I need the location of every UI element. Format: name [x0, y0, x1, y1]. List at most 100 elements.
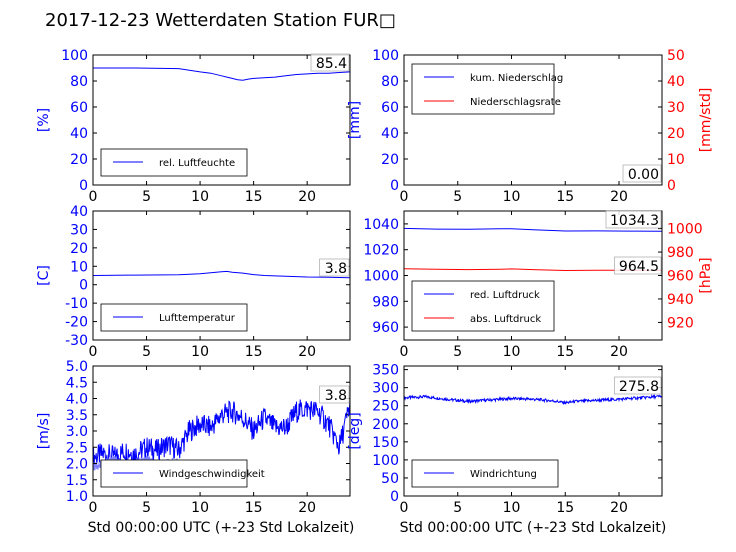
x-tick-label: 10: [503, 189, 521, 205]
x-axis-label-right: Std 00:00:00 UTC (+-23 Std Lokalzeit): [400, 520, 667, 536]
y-tick-label: -30: [65, 333, 88, 349]
value-annotation: 275.8: [619, 379, 659, 395]
x-tick-label: 15: [556, 500, 574, 516]
value-annotation: 0.00: [628, 167, 659, 183]
y-tick-label: 10: [70, 259, 88, 275]
x-axis-label-left: Std 00:00:00 UTC (+-23 Std Lokalzeit): [88, 520, 355, 536]
y-tick-label: 40: [381, 126, 399, 142]
y2-tick-label: 40: [667, 74, 685, 90]
y2-tick-label: 10: [667, 152, 685, 168]
y-tick-label: 20: [70, 152, 88, 168]
legend-precip: [411, 63, 555, 115]
panel-precip: 0 5 10 15 20 0 20 40 60 80 100 0 10 20 30 40 50 [mm] [mm/s…: [347, 48, 714, 205]
x-tick-label: 20: [298, 189, 316, 205]
x-tick-label: 10: [191, 500, 209, 516]
y-tick-label: 0: [79, 178, 88, 194]
plot-frame-temperature: [92, 210, 351, 341]
x-tick-label: 0: [89, 344, 98, 360]
y-tick-label: 20: [381, 152, 399, 168]
series-line-pressure-0: [403, 227, 663, 232]
y-tick-label: -10: [65, 296, 88, 312]
x-tick-label: 10: [191, 344, 209, 360]
y-tick-label: -20: [65, 315, 88, 331]
y-tick-label: 100: [61, 48, 88, 64]
y-tick-label: 80: [70, 74, 88, 90]
x-tick-label: 5: [453, 500, 462, 516]
x-tick-label: 15: [556, 189, 574, 205]
y-tick-label: 80: [381, 74, 399, 90]
value-annotation-box: [310, 53, 350, 72]
x-tick-label: 10: [191, 189, 209, 205]
value-annotation: 85.4: [316, 56, 347, 72]
legend-entry: rel. Luftfeuchte: [159, 158, 235, 169]
y2-axis-label-precip: [mm/std]: [698, 88, 714, 153]
plot-frame-precip: [403, 54, 663, 186]
y-tick-label: 960: [372, 320, 399, 336]
x-tick-label: 10: [503, 344, 521, 360]
y-axis-label-winddir: [deg]: [347, 412, 363, 449]
y-tick-label: 1040: [363, 217, 399, 233]
y-tick-label: 0: [390, 178, 399, 194]
y2-tick-label: 1000: [667, 222, 703, 238]
y2-tick-label: 20: [667, 126, 685, 142]
x-tick-label: 20: [298, 500, 316, 516]
y-tick-label: 980: [372, 294, 399, 310]
y-tick-label: 2.0: [66, 457, 88, 473]
panel-winddir: 0 5 10 15 20050100150200250300350[deg]275.8W…: [347, 363, 663, 516]
y-tick-label: 100: [372, 453, 399, 469]
y-axis-label-windspeed: [m/s]: [36, 413, 52, 450]
series-line-windspeed-0: [92, 399, 351, 469]
y-axis-label-precip: [mm]: [347, 101, 363, 139]
x-tick-label: 0: [89, 189, 98, 205]
legend-pressure: [411, 280, 555, 332]
y-axis-label-humidity: [%]: [36, 108, 52, 132]
value-annotation: 3.8: [325, 261, 347, 277]
y2-tick-label: 920: [667, 315, 694, 331]
x-tick-label: 5: [142, 500, 151, 516]
legend-entry: Lufttemperatur: [159, 313, 236, 324]
x-tick-label: 15: [556, 344, 574, 360]
y-tick-label: 3.5: [66, 408, 88, 424]
x-tick-label: 5: [453, 189, 462, 205]
legend-entry: abs. Luftdruck: [470, 314, 541, 325]
series-line-temperature-0: [92, 270, 351, 279]
y-tick-label: 2.5: [66, 440, 88, 456]
x-tick-label: 15: [245, 344, 263, 360]
y-tick-label: 20: [70, 241, 88, 257]
figure-title: 2017-12-23 Wetterdaten Station FUR□: [45, 10, 396, 31]
x-tick-label: 20: [610, 344, 628, 360]
x-tick-label: 5: [453, 344, 462, 360]
y-tick-label: 40: [70, 204, 88, 220]
x-tick-label: 20: [610, 189, 628, 205]
x-tick-label: 15: [245, 189, 263, 205]
x-tick-label: 20: [298, 344, 316, 360]
y-tick-label: 60: [70, 100, 88, 116]
y2-tick-label: 0: [667, 178, 676, 194]
y-tick-label: 200: [372, 417, 399, 433]
value-annotation-box: [614, 376, 662, 395]
y-tick-label: 4.5: [66, 375, 88, 391]
y-tick-label: 0: [79, 278, 88, 294]
legend-entry: red. Luftdruck: [470, 290, 540, 301]
x-tick-label: 0: [400, 500, 409, 516]
plot-frame-humidity: [92, 54, 351, 186]
y-tick-label: 1020: [363, 243, 399, 259]
value-annotation-box: [605, 210, 662, 229]
value-annotation: 3.8: [325, 388, 347, 404]
y-tick-label: 100: [372, 48, 399, 64]
x-tick-label: 5: [142, 189, 151, 205]
y-tick-label: 5.0: [66, 359, 88, 375]
y-tick-label: 150: [372, 435, 399, 451]
x-tick-label: 15: [245, 500, 263, 516]
value-annotation-box: [319, 258, 350, 277]
value-annotation: 964.5: [619, 259, 659, 275]
x-tick-label: 0: [400, 189, 409, 205]
panel-windspeed: 0 5 10 15 20 1.01.52.02.53.03.54.04.55.0 [m/s]…: [36, 359, 351, 516]
panel-humidity: 0 5 10 15 20 0 20 40 60 80 100 [%] 85.4 rel. Luftfeuc…: [36, 48, 351, 205]
y-tick-label: 30: [70, 222, 88, 238]
y-tick-label: 4.0: [66, 392, 88, 408]
legend-entry: Niederschlagsrate: [470, 97, 561, 108]
y-tick-label: 1.5: [66, 473, 88, 489]
legend-entry: Windgeschwindigkeit: [159, 469, 265, 480]
